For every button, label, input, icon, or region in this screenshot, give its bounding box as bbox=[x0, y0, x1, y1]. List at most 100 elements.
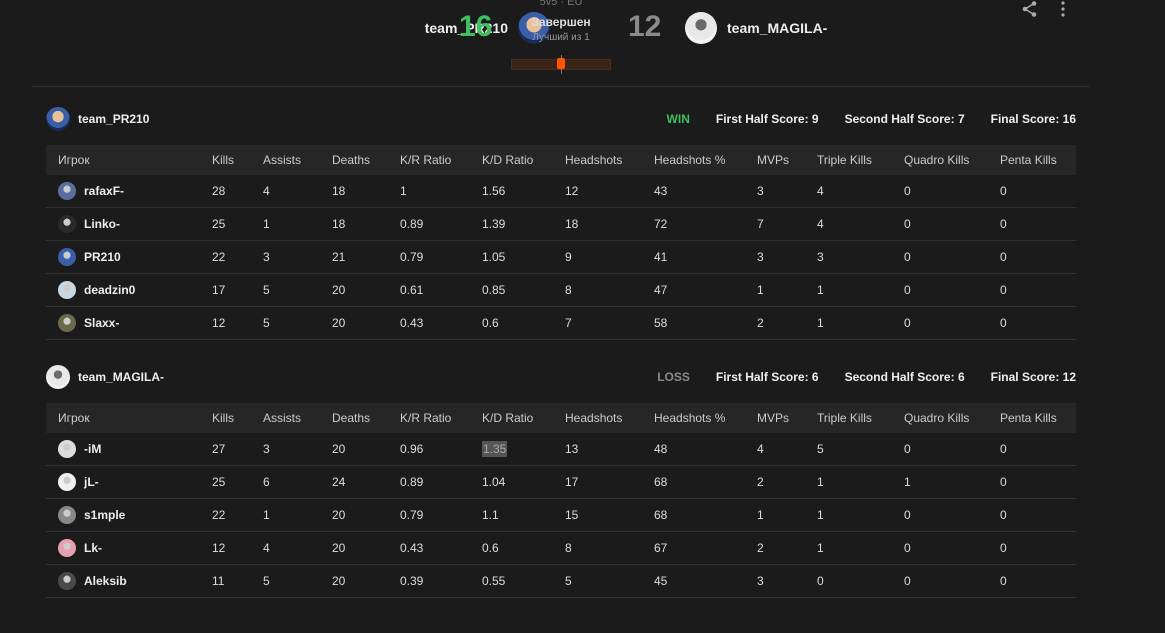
stat-value: 45 bbox=[654, 574, 668, 588]
col-triple[interactable]: Triple Kills bbox=[817, 403, 904, 433]
stat-value: 4 bbox=[263, 541, 270, 555]
col-player[interactable]: Игрок bbox=[46, 403, 212, 433]
stat-cell: 0 bbox=[904, 564, 1000, 598]
col-headshots-pct[interactable]: Headshots % bbox=[654, 403, 757, 433]
col-kr[interactable]: K/R Ratio bbox=[400, 403, 482, 433]
stat-cell: 1 bbox=[757, 273, 817, 307]
team2-name[interactable]: team_MAGILA- bbox=[727, 20, 828, 36]
stat-cell: 1 bbox=[817, 531, 904, 565]
player-link[interactable]: Lk- bbox=[58, 539, 212, 557]
col-kills[interactable]: Kills bbox=[212, 145, 263, 175]
share-icon[interactable] bbox=[1021, 0, 1039, 23]
col-headshots[interactable]: Headshots bbox=[565, 403, 654, 433]
player-link[interactable]: -iM bbox=[58, 440, 212, 458]
col-penta[interactable]: Penta Kills bbox=[1000, 403, 1076, 433]
stat-cell: 3 bbox=[817, 240, 904, 274]
player-name[interactable]: Slaxx- bbox=[84, 316, 120, 330]
player-link[interactable]: Linko- bbox=[58, 215, 212, 233]
col-assists[interactable]: Assists bbox=[263, 403, 332, 433]
team1-section-avatar bbox=[46, 107, 70, 131]
col-quadro[interactable]: Quadro Kills bbox=[904, 403, 1000, 433]
stat-value: 7 bbox=[565, 316, 572, 330]
col-mvps[interactable]: MVPs bbox=[757, 145, 817, 175]
player-link[interactable]: s1mple bbox=[58, 506, 212, 524]
stat-value: 6 bbox=[263, 475, 270, 489]
col-headshots-pct[interactable]: Headshots % bbox=[654, 145, 757, 175]
team2-first-half: First Half Score: 6 bbox=[715, 370, 819, 384]
col-deaths[interactable]: Deaths bbox=[332, 403, 400, 433]
player-link[interactable]: rafaxF- bbox=[58, 182, 212, 200]
stat-cell: 0 bbox=[1000, 498, 1076, 532]
player-name[interactable]: -iM bbox=[84, 442, 102, 456]
col-mvps[interactable]: MVPs bbox=[757, 403, 817, 433]
stat-value: 22 bbox=[212, 508, 226, 522]
team1-section-name[interactable]: team_PR210 bbox=[78, 112, 150, 126]
stat-cell: 20 bbox=[332, 306, 400, 340]
player-link[interactable]: Slaxx- bbox=[58, 314, 212, 332]
stat-value: 1.05 bbox=[482, 250, 506, 264]
col-headshots[interactable]: Headshots bbox=[565, 145, 654, 175]
player-name[interactable]: deadzin0 bbox=[84, 283, 136, 297]
stat-value: 0.61 bbox=[400, 283, 424, 297]
team2-second-half: Second Half Score: 6 bbox=[844, 370, 965, 384]
stat-value: 20 bbox=[332, 508, 346, 522]
player-link[interactable]: PR210 bbox=[58, 248, 212, 266]
stat-cell: 13 bbox=[565, 433, 654, 466]
more-vertical-icon[interactable] bbox=[1058, 0, 1068, 23]
team2-stats-section: team_MAGILA- LOSS First Half Score: 6 Se… bbox=[46, 359, 1076, 598]
player-name[interactable]: jL- bbox=[84, 475, 99, 489]
player-name[interactable]: s1mple bbox=[84, 508, 126, 522]
stat-value: 0 bbox=[904, 217, 911, 231]
stat-cell: 0 bbox=[904, 498, 1000, 532]
stat-cell: 1.1 bbox=[482, 498, 565, 532]
player-link[interactable]: jL- bbox=[58, 473, 212, 491]
stat-cell: 3 bbox=[263, 240, 332, 274]
stat-value: 18 bbox=[332, 184, 346, 198]
stat-cell: 2 bbox=[757, 306, 817, 340]
team2-section-name[interactable]: team_MAGILA- bbox=[78, 370, 165, 384]
stat-cell: 1 bbox=[817, 465, 904, 499]
stat-cell: 1 bbox=[904, 465, 1000, 499]
col-kr[interactable]: K/R Ratio bbox=[400, 145, 482, 175]
team2-header[interactable]: team_MAGILA- bbox=[685, 12, 827, 44]
col-assists[interactable]: Assists bbox=[263, 145, 332, 175]
team1-header[interactable]: team_PR210 bbox=[425, 12, 550, 44]
player-name[interactable]: PR210 bbox=[84, 250, 121, 264]
col-player[interactable]: Игрок bbox=[46, 145, 212, 175]
player-name[interactable]: rafaxF- bbox=[84, 184, 125, 198]
stat-cell: 0 bbox=[904, 433, 1000, 466]
stat-cell: 1 bbox=[263, 207, 332, 241]
stat-cell: 48 bbox=[654, 433, 757, 466]
player-link[interactable]: Aleksib bbox=[58, 572, 212, 590]
col-kd[interactable]: K/D Ratio bbox=[482, 145, 565, 175]
stat-value: 0.6 bbox=[482, 316, 499, 330]
team1-stats-section: team_PR210 WIN First Half Score: 9 Secon… bbox=[46, 101, 1076, 340]
team1-name[interactable]: team_PR210 bbox=[424, 20, 508, 36]
player-name[interactable]: Lk- bbox=[84, 541, 102, 555]
player-name[interactable]: Aleksib bbox=[84, 574, 127, 588]
stat-cell: 22 bbox=[212, 498, 263, 532]
stat-value: 0 bbox=[1000, 442, 1007, 456]
col-kd[interactable]: K/D Ratio bbox=[482, 403, 565, 433]
col-deaths[interactable]: Deaths bbox=[332, 145, 400, 175]
stat-value: 0 bbox=[904, 316, 911, 330]
stat-cell: 7 bbox=[757, 207, 817, 241]
col-kills[interactable]: Kills bbox=[212, 403, 263, 433]
stat-cell: 0 bbox=[1000, 240, 1076, 274]
stat-cell: 7 bbox=[565, 306, 654, 340]
col-triple[interactable]: Triple Kills bbox=[817, 145, 904, 175]
stat-cell: 67 bbox=[654, 531, 757, 565]
stat-value: 8 bbox=[565, 541, 572, 555]
col-penta[interactable]: Penta Kills bbox=[1000, 145, 1076, 175]
player-link[interactable]: deadzin0 bbox=[58, 281, 212, 299]
stat-cell: 8 bbox=[565, 273, 654, 307]
stat-value: 1 bbox=[817, 541, 824, 555]
stat-cell: 0 bbox=[904, 240, 1000, 274]
stat-cell: 0 bbox=[904, 207, 1000, 241]
stat-cell: 0 bbox=[1000, 306, 1076, 340]
team1-stats-table: Игрок Kills Assists Deaths K/R Ratio K/D… bbox=[46, 145, 1076, 340]
player-cell: Aleksib bbox=[46, 564, 212, 598]
col-quadro[interactable]: Quadro Kills bbox=[904, 145, 1000, 175]
player-name[interactable]: Linko- bbox=[84, 217, 120, 231]
stat-value: 5 bbox=[263, 316, 270, 330]
